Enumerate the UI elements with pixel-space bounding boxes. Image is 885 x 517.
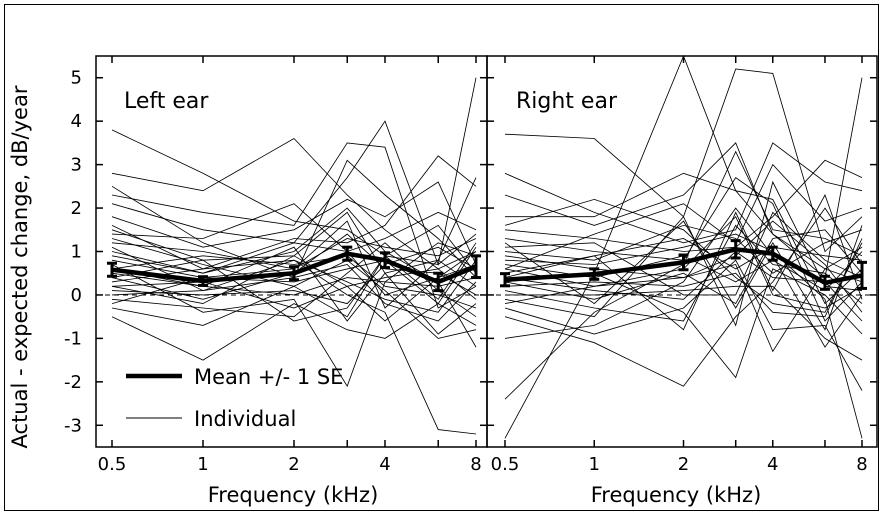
legend-mean-label: Mean +/- 1 SE: [194, 365, 343, 389]
individual-line-0-23: [111, 159, 477, 279]
mean-lines-layer: [107, 239, 867, 293]
individual-line-1-21: [504, 211, 863, 296]
y-tick-label-0: -3: [64, 415, 82, 436]
x-tick-label-0-1: 1: [197, 454, 208, 475]
individual-line-1-7: [504, 224, 863, 274]
individual-line-0-4: [111, 181, 477, 265]
individual-line-0-2: [111, 142, 477, 309]
y-tick-label-8: 5: [71, 68, 82, 89]
individual-line-1-6: [504, 176, 863, 322]
individual-line-1-24: [504, 198, 863, 313]
individual-line-1-22: [504, 233, 863, 439]
x-tick-label-0-4: 8: [470, 454, 481, 475]
x-tick-label-0-0: 0.5: [98, 454, 127, 475]
individual-line-1-20: [504, 207, 863, 348]
individual-line-1-28: [504, 220, 863, 331]
individual-line-1-19: [504, 207, 863, 387]
individual-line-1-13: [504, 229, 863, 305]
y-axis-label: Actual - expected change, dB/year: [8, 85, 32, 448]
panel-title-right: Right ear: [516, 89, 618, 114]
x-axis-label-left: Frequency (kHz): [208, 483, 379, 507]
y-tick-label-2: -1: [64, 328, 82, 349]
individual-line-0-25: [111, 242, 477, 322]
individual-line-1-29: [504, 193, 863, 331]
individual-line-1-18: [504, 259, 863, 391]
individual-line-1-15: [504, 224, 863, 322]
y-tick-label-3: 0: [71, 285, 82, 306]
individual-line-1-23: [504, 150, 863, 400]
y-tick-label-4: 1: [71, 242, 82, 263]
x-tick-label-1-3: 4: [767, 454, 778, 475]
x-tick-label-1-0: 0.5: [491, 454, 520, 475]
individual-line-0-14: [111, 246, 477, 305]
individual-line-1-5: [504, 159, 863, 252]
individual-line-1-1: [504, 68, 863, 253]
x-tick-label-0-3: 4: [379, 454, 390, 475]
individual-line-0-18: [111, 303, 477, 361]
legend-individual-label: Individual: [194, 407, 296, 431]
figure-frame: [4, 4, 879, 511]
individual-line-0-3: [111, 77, 477, 267]
individual-line-1-27: [504, 263, 863, 353]
individual-line-0-6: [111, 238, 477, 270]
individual-line-1-2: [504, 142, 863, 244]
panel-title-left: Left ear: [124, 89, 209, 114]
x-tick-label-1-4: 8: [856, 454, 867, 475]
individual-line-0-29: [111, 203, 477, 252]
individual-line-0-21: [111, 242, 477, 388]
x-tick-label-1-2: 2: [678, 454, 689, 475]
text-layer: Actual - expected change, dB/year Freque…: [8, 68, 868, 507]
axes-layer: [95, 55, 878, 448]
individual-line-0-0: [111, 129, 477, 265]
individual-line-1-16: [505, 285, 863, 361]
individual-line-1-14: [504, 238, 863, 318]
x-tick-label-0-2: 2: [288, 454, 299, 475]
individual-lines-layer: [111, 54, 863, 439]
y-tick-label-7: 4: [71, 111, 82, 132]
y-tick-label-6: 3: [71, 155, 82, 176]
y-tick-label-5: 2: [71, 198, 82, 219]
individual-line-0-24: [111, 155, 477, 270]
y-tick-label-1: -2: [64, 372, 82, 393]
individual-line-0-17: [111, 224, 477, 326]
individual-line-0-22: [111, 246, 477, 435]
x-tick-label-1-1: 1: [589, 454, 600, 475]
x-axis-label-right: Frequency (kHz): [591, 483, 762, 507]
